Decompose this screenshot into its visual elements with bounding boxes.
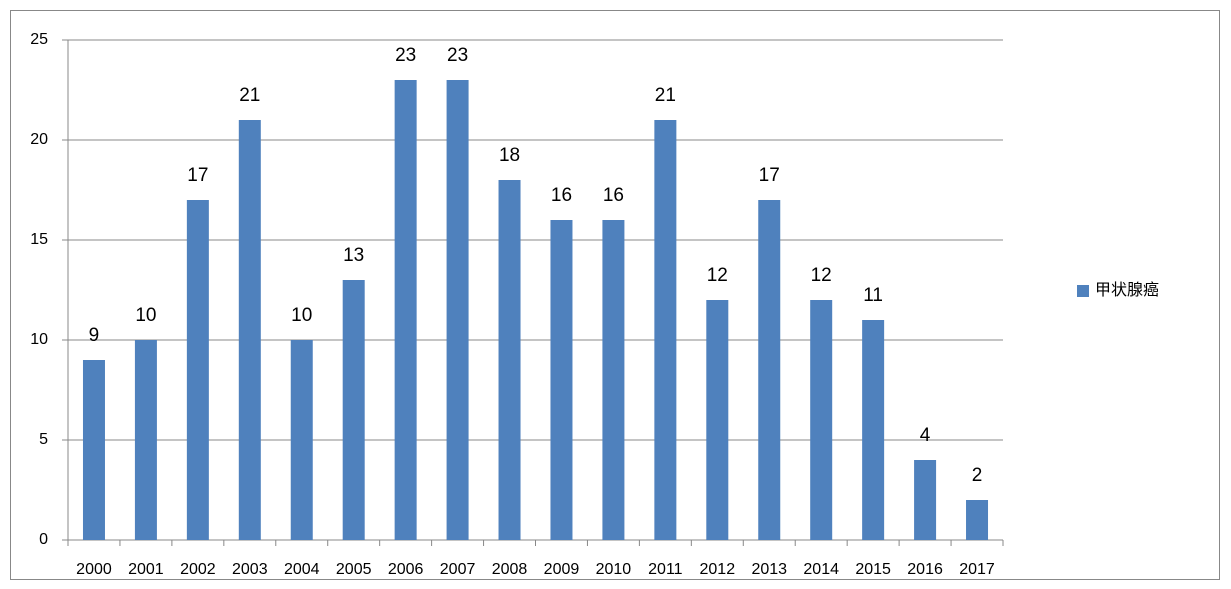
x-tick-label: 2015 [855, 561, 891, 578]
y-tick-label: 20 [30, 131, 48, 148]
bar [290, 340, 313, 540]
data-label: 16 [551, 185, 572, 206]
data-label: 12 [811, 265, 832, 286]
x-tick-label: 2003 [232, 561, 268, 578]
x-tick-label: 2011 [648, 561, 683, 578]
bar [654, 120, 677, 540]
y-tick-label: 0 [39, 531, 48, 548]
y-tick-label: 15 [30, 231, 48, 248]
bar [186, 200, 209, 540]
bar [342, 280, 365, 540]
bar [134, 340, 157, 540]
bar [498, 180, 521, 540]
bar [238, 120, 261, 540]
data-label: 16 [603, 185, 624, 206]
x-tick-label: 2014 [803, 561, 839, 578]
bar [82, 360, 105, 540]
bar [914, 460, 937, 540]
x-tick-label: 2005 [336, 561, 372, 578]
bar [810, 300, 833, 540]
bar [602, 220, 625, 540]
y-tick-label: 10 [30, 331, 48, 348]
data-label: 21 [239, 85, 260, 106]
x-tick-label: 2007 [440, 561, 476, 578]
x-tick-label: 2002 [180, 561, 216, 578]
data-label: 10 [135, 305, 156, 326]
data-label: 4 [920, 425, 931, 446]
legend-label: 甲状腺癌 [1095, 281, 1159, 299]
x-tick-label: 2006 [388, 561, 424, 578]
bar [706, 300, 729, 540]
x-tick-label: 2004 [284, 561, 320, 578]
bar [966, 500, 989, 540]
bar [446, 80, 469, 540]
x-tick-label: 2000 [76, 561, 112, 578]
data-label: 2 [972, 465, 983, 486]
bar [550, 220, 573, 540]
data-label: 11 [863, 285, 883, 306]
data-label: 21 [655, 85, 676, 106]
x-tick-label: 2012 [700, 561, 736, 578]
data-label: 17 [187, 165, 208, 186]
x-tick-label: 2009 [544, 561, 580, 578]
x-tick-label: 2013 [751, 561, 787, 578]
bar [862, 320, 885, 540]
x-tick-label: 2010 [596, 561, 632, 578]
data-label: 10 [291, 305, 312, 326]
bar [758, 200, 781, 540]
legend-swatch [1077, 285, 1089, 297]
data-label: 12 [707, 265, 728, 286]
x-tick-label: 2016 [907, 561, 943, 578]
bar [394, 80, 417, 540]
data-label: 17 [759, 165, 780, 186]
data-label: 23 [447, 45, 468, 66]
data-label: 23 [395, 45, 416, 66]
data-label: 9 [89, 325, 100, 346]
data-label: 18 [499, 145, 520, 166]
x-tick-label: 2017 [959, 561, 995, 578]
x-tick-label: 2008 [492, 561, 528, 578]
y-tick-label: 5 [39, 431, 48, 448]
x-tick-label: 2001 [128, 561, 164, 578]
y-tick-label: 25 [30, 31, 48, 48]
data-label: 13 [343, 245, 364, 266]
